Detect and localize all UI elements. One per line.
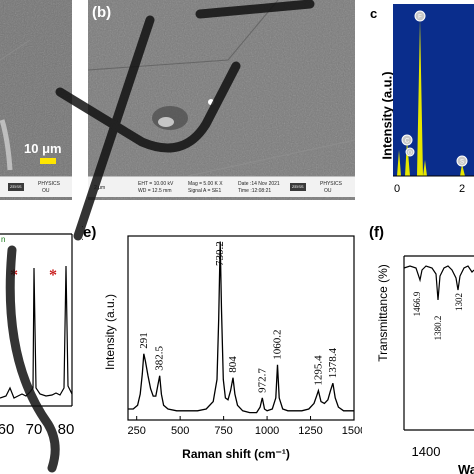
sem-texture-b (88, 0, 355, 200)
ftir-spectrum-line (403, 265, 474, 301)
raman-xtick-label-250: 250 (128, 425, 146, 437)
sem-image-b: (b) 2 μm EHT = 10.00 kV WD = 12.5 mm Mag… (88, 0, 355, 200)
raman-peak-label-1295.4: 1295.4 (312, 355, 324, 386)
raman-peak-label-1060.2: 1060.2 (272, 330, 284, 360)
info-wd-b: WD = 12.5 mm (138, 188, 172, 194)
xrd-xtick-70: 70 (26, 421, 43, 438)
xrd-marker-2: * (49, 267, 57, 284)
raman-xtick-label-1500: 1500 (342, 425, 362, 437)
sem-info-bar-b: 2 μm EHT = 10.00 kV WD = 12.5 mm Mag = 5… (88, 176, 355, 197)
raman-xtick-label-750: 750 (214, 425, 232, 437)
info-scale-b: 2 μm (94, 185, 106, 191)
eds-peak-label-f: F (418, 15, 422, 21)
zeiss-logo-a: ZEISS (8, 183, 24, 191)
ftir-panel-f: (f) Transmittance (%) 1466.9 1380.2 1302… (368, 222, 474, 474)
raman-peak-label-804: 804 (227, 356, 239, 373)
eds-peak-label-c: C (405, 139, 410, 145)
panel-label-b: (b) (92, 4, 112, 21)
zeiss-logo-b: ZEISS (290, 183, 306, 191)
raman-chart: Intensity (a.u.) Raman shift (cm⁻¹) 250 5… (103, 235, 362, 461)
ftir-peak-label-3: 1302 (454, 293, 464, 311)
ftir-peak-label-1: 1466.9 (412, 291, 422, 316)
eds-xtick-2: 2 (459, 183, 465, 195)
sem-image-a: 10 μm ZEISS PHYSICS OU (0, 0, 72, 200)
raman-series-line (128, 241, 354, 414)
raman-panel-e: (e) Intensity (a.u.) Raman shift (cm⁻¹) … (82, 222, 362, 474)
xrd-pattern-line (0, 265, 73, 399)
raman-xtick-label-1000: 1000 (255, 425, 279, 437)
xrd-panel-d: * * n 60 70 80 (0, 228, 80, 474)
xrd-legend-partial: n (1, 235, 5, 244)
xrd-xtick-80: 80 (58, 421, 75, 438)
institution-b-line2: OU (324, 188, 332, 194)
eds-peak-marker-c (401, 134, 413, 146)
eds-plot: F C O S 0 2 (393, 4, 474, 195)
info-signal-b: Signal A = SE1 (188, 188, 222, 194)
scale-bar-a (40, 158, 56, 164)
eds-peak-label-o: O (408, 151, 412, 157)
xrd-plot: * * n 60 70 80 (0, 233, 75, 438)
institution-b-line1: PHYSICS (320, 181, 342, 187)
institution-a-line2: OU (42, 188, 50, 194)
info-date-b: Date :14 Nov 2021 (238, 181, 280, 187)
info-mag-b: Mag = 5.00 K X (188, 181, 223, 187)
raman-plot-frame (127, 235, 355, 421)
raman-peak-label-291: 291 (138, 332, 150, 349)
eds-xtick-0: 0 (394, 183, 400, 195)
eds-plot-background (393, 4, 474, 176)
raman-xtick-label-500: 500 (171, 425, 189, 437)
raman-xtick-label-1250: 1250 (298, 425, 322, 437)
info-eht-b: EHT = 10.00 kV (138, 181, 174, 187)
raman-peak-label-972.7: 972.7 (256, 368, 268, 393)
eds-peak-marker-s (456, 155, 468, 167)
panel-label-c: c (370, 6, 378, 21)
institution-a-line1: PHYSICS (38, 181, 60, 187)
panel-label-f: (f) (369, 224, 384, 241)
ftir-peak-label-2: 1380.2 (433, 316, 443, 341)
raman-peak-label-730.2: 730.2 (214, 241, 226, 266)
xrd-xtick-60: 60 (0, 421, 14, 438)
eds-panel-c: c Intensity (a.u.) F C O S 0 2 (365, 0, 474, 200)
info-time-b: Time :12:08:21 (238, 188, 272, 194)
raman-peak-label-1378.4: 1378.4 (327, 347, 339, 378)
eds-peak-label-s: S (460, 160, 464, 166)
eds-peak-marker-f (414, 10, 426, 22)
ftir-xtick-1400: 1400 (412, 444, 441, 459)
ftir-xlabel-partial: Wa (458, 462, 474, 474)
raman-xlabel: Raman shift (cm⁻¹) (182, 447, 290, 461)
sem-texture-a (0, 0, 72, 200)
ftir-plot: 1466.9 1380.2 1302 1400 Wa (403, 255, 474, 474)
raman-ylabel: Intensity (a.u.) (103, 294, 117, 370)
eds-peak-marker-o (405, 147, 415, 157)
raman-peak-label-382.5: 382.5 (154, 346, 166, 371)
sem-info-bar-a: ZEISS PHYSICS OU (0, 176, 72, 197)
scale-bar-label-a: 10 μm (24, 141, 62, 156)
xrd-marker-1: * (10, 267, 18, 284)
